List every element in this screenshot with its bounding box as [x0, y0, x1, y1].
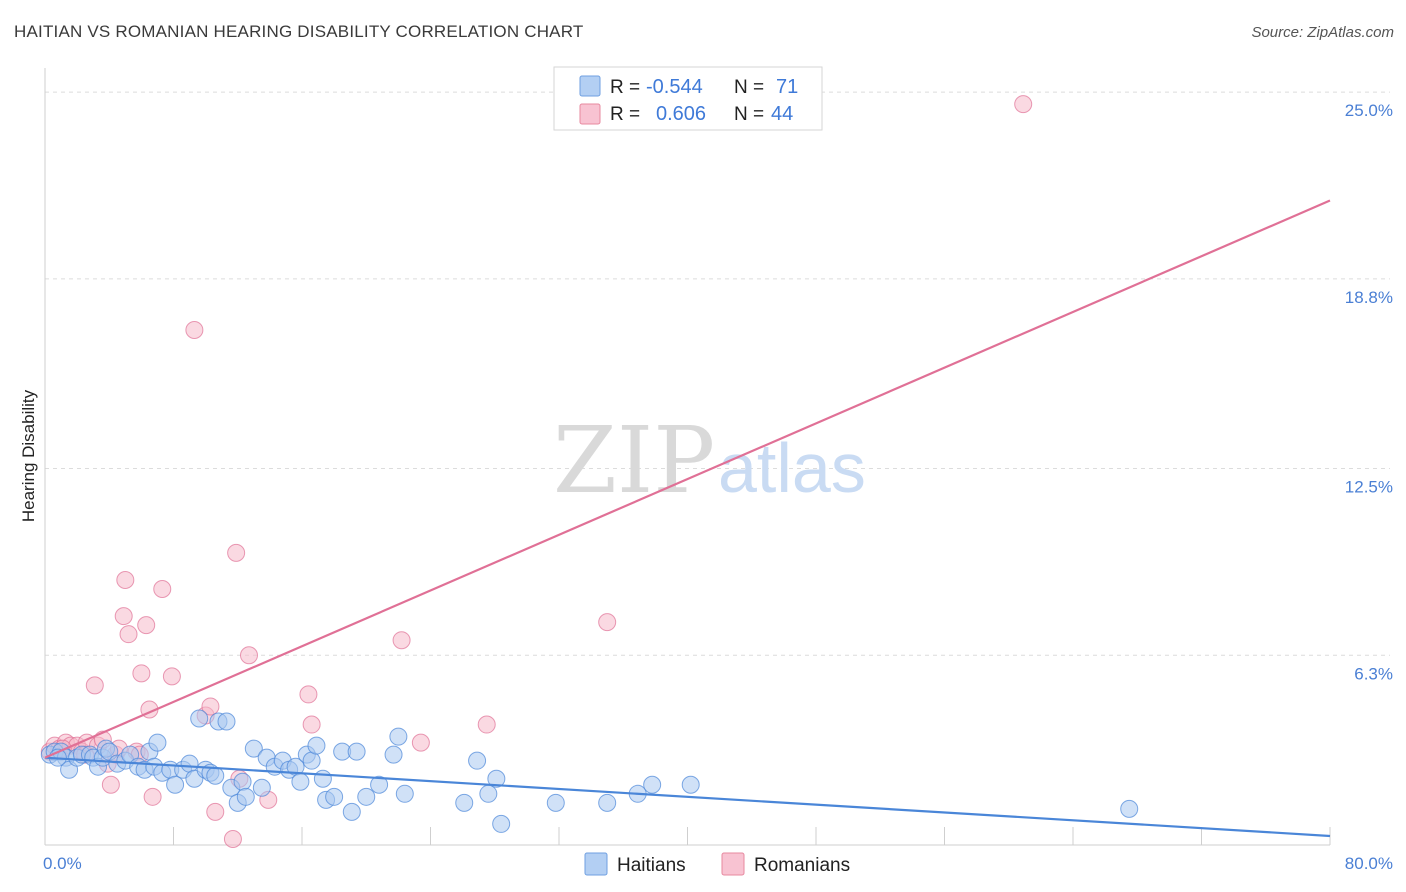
haitian-point-52: [342, 802, 361, 821]
romanian-point-36: [302, 715, 321, 734]
bottom-legend-label-haitians: Haitians: [617, 855, 686, 876]
haitian-point-23: [166, 775, 185, 794]
romanian-point-15: [114, 607, 133, 626]
romanian-point-26: [185, 321, 204, 340]
gridlines: [45, 91, 1390, 656]
romanian-point-20: [132, 664, 151, 683]
haitian-point-62: [487, 769, 506, 788]
haitian-point-36: [236, 787, 255, 806]
romanian-point-21: [137, 616, 156, 635]
legend-n-label-haitians: N =: [734, 77, 764, 98]
haitian-point-64: [546, 793, 565, 812]
haitian-point-44: [291, 772, 310, 791]
haitian-point-20: [148, 733, 167, 752]
haitian-point-58: [395, 784, 414, 803]
correlation-legend: R = -0.544 N = 71 R = 0.606 N = 44: [553, 66, 823, 131]
legend-swatch-haitians: [579, 75, 601, 97]
romanian-point-37: [392, 631, 411, 650]
haitian-point-60: [468, 751, 487, 770]
romanian-point-16: [116, 570, 135, 589]
bottom-legend-swatch-romanians: [721, 852, 745, 876]
romanian-point-39: [477, 715, 496, 734]
legend-r-label-haitians: R =: [610, 77, 640, 98]
tick-labels: 6.3% 12.5% 18.8% 25.0% 0.0% 80.0%: [43, 101, 1393, 873]
axes: [44, 68, 1331, 846]
y-tick-label-0: 6.3%: [1354, 664, 1393, 683]
haitian-point-55: [370, 775, 389, 794]
legend-r-value-romanians: 0.606: [656, 103, 706, 125]
romanian-point-35: [299, 685, 318, 704]
haitian-point-47: [307, 736, 326, 755]
watermark-zip: ZIP: [553, 407, 715, 514]
haitian-point-37: [244, 739, 263, 758]
x-tick-label-1: 80.0%: [1345, 854, 1393, 873]
romanian-point-23: [143, 787, 162, 806]
chart-title: HAITIAN VS ROMANIAN HEARING DISABILITY C…: [14, 22, 584, 41]
haitian-point-32: [217, 712, 236, 731]
haitian-point-59: [455, 793, 474, 812]
watermark-atlas: atlas: [718, 429, 866, 507]
watermark: ZIP atlas: [553, 407, 866, 514]
romanian-point-40: [598, 613, 617, 632]
legend-n-value-haitians: 71: [776, 76, 798, 98]
haitian-point-57: [389, 727, 408, 746]
haitian-point-61: [479, 784, 498, 803]
romanian-point-41: [1014, 95, 1033, 114]
haitian-point-63: [492, 814, 511, 833]
romanian-point-12: [101, 775, 120, 794]
romanian-point-38: [411, 733, 430, 752]
trend-lines: [44, 199, 1331, 838]
haitians-points: [40, 709, 1139, 833]
romanian-point-29: [206, 802, 225, 821]
legend-n-value-romanians: 44: [771, 103, 793, 125]
haitian-point-68: [681, 775, 700, 794]
bottom-legend-swatch-haitians: [584, 852, 608, 876]
legend-r-label-romanians: R =: [610, 104, 640, 125]
bottom-legend-label-romanians: Romanians: [754, 855, 850, 876]
haitian-trend-line: [44, 756, 1331, 838]
romanian-point-17: [119, 625, 138, 644]
romanians-points: [40, 95, 1033, 848]
haitian-point-54: [357, 787, 376, 806]
y-tick-label-2: 18.8%: [1345, 288, 1393, 307]
chart-source: Source: ZipAtlas.com: [1251, 24, 1394, 41]
haitian-point-53: [347, 742, 366, 761]
haitian-point-38: [252, 778, 271, 797]
legend-swatch-romanians: [579, 103, 601, 125]
haitian-point-67: [643, 775, 662, 794]
legend-r-value-haitians: -0.544: [646, 76, 703, 98]
haitian-point-69: [1120, 799, 1139, 818]
romanian-point-8: [85, 676, 104, 695]
haitian-point-27: [190, 709, 209, 728]
romanian-point-33: [239, 646, 258, 665]
romanian-point-24: [153, 580, 172, 599]
series-legend: Haitians Romanians: [584, 852, 850, 876]
romanian-trend-line: [44, 199, 1331, 759]
haitian-point-30: [206, 766, 225, 785]
y-tick-label-3: 25.0%: [1345, 101, 1393, 120]
haitian-point-56: [384, 745, 403, 764]
legend-n-label-romanians: N =: [734, 104, 764, 125]
haitian-point-25: [180, 754, 199, 773]
romanian-point-25: [162, 667, 181, 686]
romanian-point-28: [201, 697, 220, 716]
haitian-point-35: [233, 772, 252, 791]
y-tick-label-1: 12.5%: [1345, 478, 1393, 497]
romanian-point-31: [227, 543, 246, 562]
haitian-point-48: [313, 769, 332, 788]
haitian-point-65: [598, 793, 617, 812]
romanian-point-30: [223, 829, 242, 848]
x-tick-label-0: 0.0%: [43, 854, 82, 873]
haitian-point-50: [325, 787, 344, 806]
y-axis-title: Hearing Disability: [19, 389, 38, 522]
haitian-point-46: [302, 751, 321, 770]
